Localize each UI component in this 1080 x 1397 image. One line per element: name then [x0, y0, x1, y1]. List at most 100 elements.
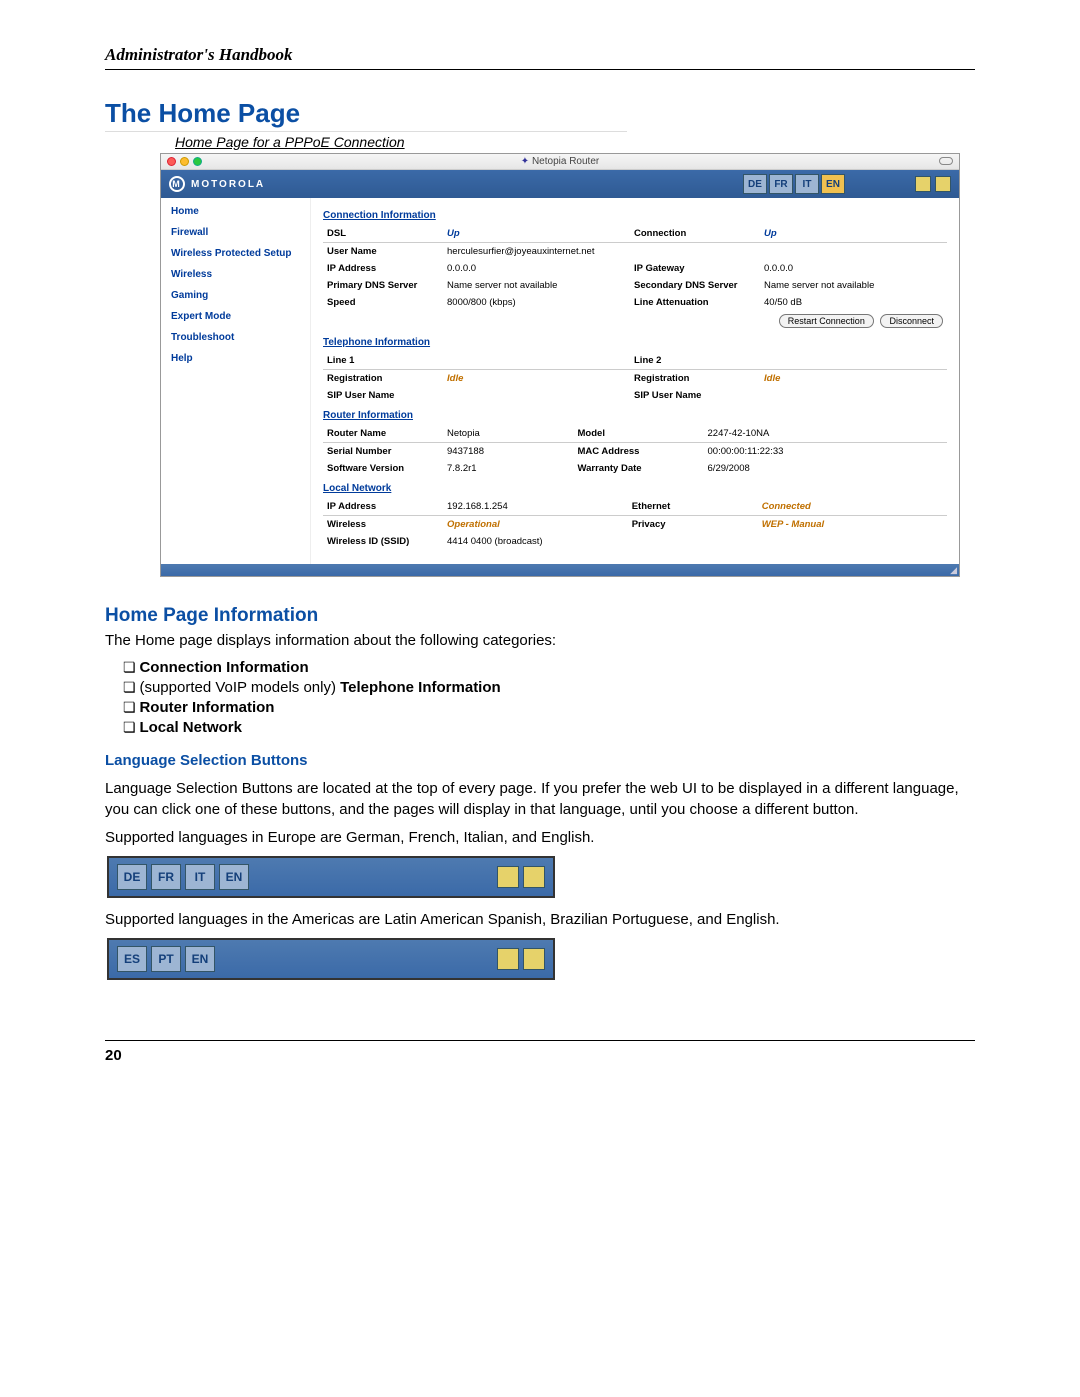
sidebar-item-firewall[interactable]: Firewall — [171, 227, 300, 238]
sidebar-nav: Home Firewall Wireless Protected Setup Wire… — [161, 198, 311, 564]
sidebar-item-wireless[interactable]: Wireless — [171, 269, 300, 280]
lang-button-de[interactable]: DE — [117, 864, 147, 890]
dsl-label: DSL — [323, 225, 443, 243]
lang-button-pt[interactable]: PT — [151, 946, 181, 972]
local-table: IP Address 192.168.1.254 Ethernet Connec… — [323, 498, 947, 550]
lang-button-es[interactable]: ES — [117, 946, 147, 972]
privacy-value: WEP - Manual — [758, 516, 947, 534]
username-label: User Name — [323, 243, 443, 261]
telephone-table: Line 1 Line 2 Registration Idle Registra… — [323, 352, 947, 404]
group-title-connection: Connection Information — [323, 210, 947, 221]
router-topbar: M MOTOROLA DEFRITEN — [161, 170, 959, 198]
ip-value: 0.0.0.0 — [443, 260, 630, 277]
lang-button-fr[interactable]: FR — [769, 174, 793, 194]
home-page-info-intro: The Home page displays information about… — [105, 631, 975, 651]
main-panel: Connection Information DSL Up Connection… — [311, 198, 959, 564]
indicator-icon — [915, 176, 931, 192]
mac-label: MAC Address — [574, 443, 704, 461]
router-name-value: Netopia — [443, 425, 574, 443]
restart-connection-button[interactable]: Restart Connection — [779, 314, 874, 328]
screenshot-caption: Home Page for a PPPoE Connection — [175, 134, 975, 150]
brand-ring-icon: M — [169, 176, 185, 192]
indicator-icon — [497, 866, 519, 888]
disconnect-button[interactable]: Disconnect — [880, 314, 943, 328]
sdns-value: Name server not available — [760, 277, 947, 294]
model-value: 2247-42-10NA — [704, 425, 947, 443]
warranty-label: Warranty Date — [574, 460, 704, 477]
lang-button-en[interactable]: EN — [821, 174, 845, 194]
serial-value: 9437188 — [443, 443, 574, 461]
lan-ip-label: IP Address — [323, 498, 443, 516]
info-item: Connection Information — [123, 659, 975, 676]
pdns-value: Name server not available — [443, 277, 630, 294]
indicator-icon — [935, 176, 951, 192]
sw-value: 7.8.2r1 — [443, 460, 574, 477]
sidebar-item-troubleshoot[interactable]: Troubleshoot — [171, 332, 300, 343]
group-title-router: Router Information — [323, 410, 947, 421]
router-screenshot: ✦ Netopia Router M MOTOROLA DEFRITEN Hom… — [160, 153, 960, 577]
reg1-value: Idle — [443, 370, 630, 388]
ethernet-label: Ethernet — [628, 498, 758, 516]
gateway-value: 0.0.0.0 — [760, 260, 947, 277]
group-title-local: Local Network — [323, 483, 947, 494]
gateway-label: IP Gateway — [630, 260, 760, 277]
page-number: 20 — [105, 1040, 975, 1064]
router-table: Router Name Netopia Model 2247-42-10NA S… — [323, 425, 947, 477]
ssid-value: 4414 0400 (broadcast) — [443, 533, 947, 550]
sdns-label: Secondary DNS Server — [630, 277, 760, 294]
info-item: Router Information — [123, 699, 975, 716]
lang-button-en[interactable]: EN — [219, 864, 249, 890]
sidebar-item-help[interactable]: Help — [171, 353, 300, 364]
toolbar-pill-icon — [939, 157, 953, 165]
screenshot-footer: ◢ — [161, 564, 959, 576]
indicator-icon — [523, 948, 545, 970]
sidebar-item-gaming[interactable]: Gaming — [171, 290, 300, 301]
lang-button-en[interactable]: EN — [185, 946, 215, 972]
line1-label: Line 1 — [323, 352, 443, 370]
wireless-value: Operational — [443, 516, 628, 534]
brand: M MOTOROLA — [169, 176, 265, 192]
connection-label: Connection — [630, 225, 760, 243]
mac-titlebar: ✦ Netopia Router — [161, 154, 959, 170]
ssid-label: Wireless ID (SSID) — [323, 533, 443, 550]
ethernet-value: Connected — [758, 498, 947, 516]
sidebar-item-home[interactable]: Home — [171, 206, 300, 217]
username-value: herculesurfier@joyeauxinternet.net — [443, 243, 947, 261]
section-title: The Home Page — [105, 98, 627, 132]
atten-label: Line Attenuation — [630, 294, 760, 311]
lang-section-p1: Language Selection Buttons are located a… — [105, 779, 975, 820]
lang-bar-americas: ESPTEN — [107, 938, 555, 980]
warranty-value: 6/29/2008 — [704, 460, 947, 477]
lang-bar-europe: DEFRITEN — [107, 856, 555, 898]
info-checklist: Connection Information(supported VoIP mo… — [123, 659, 975, 736]
wireless-label: Wireless — [323, 516, 443, 534]
sidebar-item-wireless-protected-setup[interactable]: Wireless Protected Setup — [171, 248, 300, 259]
serial-label: Serial Number — [323, 443, 443, 461]
router-name-label: Router Name — [323, 425, 443, 443]
connection-value: Up — [760, 225, 947, 243]
lang-button-it[interactable]: IT — [185, 864, 215, 890]
ip-label: IP Address — [323, 260, 443, 277]
doc-header: Administrator's Handbook — [105, 45, 975, 70]
speed-label: Speed — [323, 294, 443, 311]
line2-label: Line 2 — [630, 352, 760, 370]
lang-section-p3: Supported languages in the Americas are … — [105, 910, 975, 930]
connection-table: DSL Up Connection Up User Name herculesu… — [323, 225, 947, 331]
lang-section-heading: Language Selection Buttons — [105, 752, 975, 769]
sidebar-item-expert-mode[interactable]: Expert Mode — [171, 311, 300, 322]
lang-button-de[interactable]: DE — [743, 174, 767, 194]
brand-text: MOTOROLA — [191, 179, 265, 190]
indicator-squares — [915, 176, 951, 192]
lang-section-p2: Supported languages in Europe are German… — [105, 828, 975, 848]
indicator-icon — [523, 866, 545, 888]
resize-grip-icon: ◢ — [950, 565, 957, 576]
speed-value: 8000/800 (kbps) — [443, 294, 630, 311]
atten-value: 40/50 dB — [760, 294, 947, 311]
reg2-value: Idle — [760, 370, 947, 388]
mac-value: 00:00:00:11:22:33 — [704, 443, 947, 461]
privacy-label: Privacy — [628, 516, 758, 534]
lang-button-fr[interactable]: FR — [151, 864, 181, 890]
sip1-label: SIP User Name — [323, 387, 443, 404]
lang-button-it[interactable]: IT — [795, 174, 819, 194]
home-page-info-heading: Home Page Information — [105, 605, 975, 627]
